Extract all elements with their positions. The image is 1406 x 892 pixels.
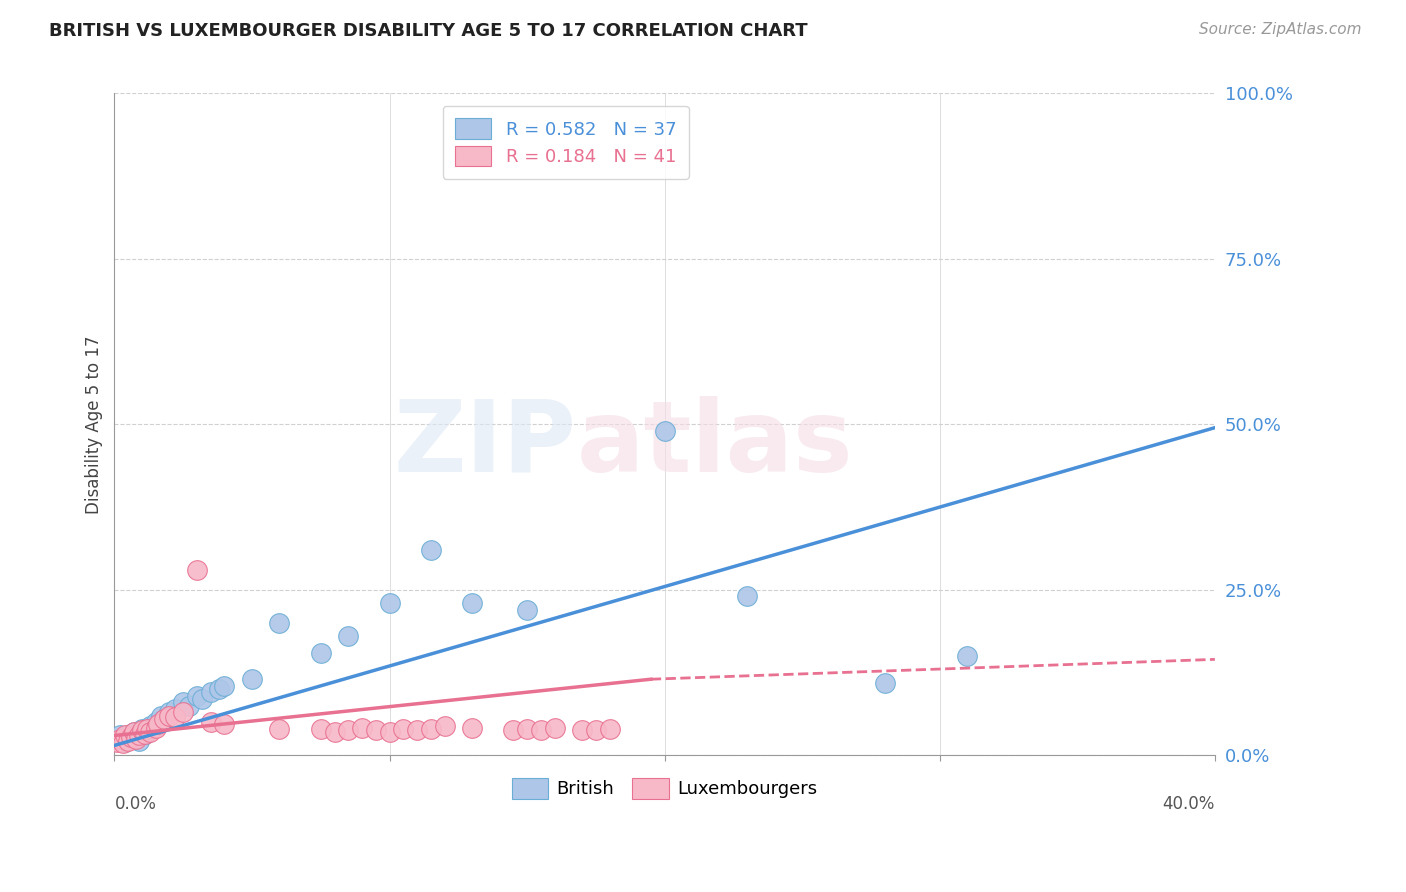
Point [200, 715, 222, 730]
Point [392, 722, 415, 736]
Point [120, 731, 142, 746]
Point [148, 716, 170, 731]
Point [159, 706, 181, 720]
Text: 0.0%: 0.0% [114, 795, 156, 814]
Point [125, 730, 148, 744]
Point [406, 723, 429, 738]
Point [269, 615, 291, 630]
Point [516, 722, 538, 736]
Point [117, 733, 139, 747]
Point [433, 718, 456, 732]
Legend: British, Luxembourgers: British, Luxembourgers [505, 771, 825, 805]
Point [378, 596, 401, 610]
Point [186, 689, 208, 703]
Point [516, 603, 538, 617]
Point [873, 675, 896, 690]
Point [200, 685, 222, 699]
Point [131, 722, 153, 736]
Y-axis label: Disability Age 5 to 17: Disability Age 5 to 17 [86, 335, 103, 514]
Text: 40.0%: 40.0% [1163, 795, 1215, 814]
Point [214, 679, 236, 693]
Point [585, 723, 607, 738]
Point [337, 723, 360, 738]
Point [191, 692, 214, 706]
Point [419, 543, 441, 558]
Point [153, 712, 176, 726]
Point [159, 708, 181, 723]
Point [105, 735, 128, 749]
Point [530, 723, 553, 738]
Point [114, 735, 136, 749]
Point [139, 718, 162, 732]
Point [145, 715, 167, 730]
Point [599, 722, 621, 736]
Point [240, 672, 263, 686]
Point [120, 730, 142, 744]
Point [956, 648, 979, 663]
Point [111, 736, 134, 750]
Point [136, 723, 159, 738]
Text: ZIP: ZIP [394, 396, 576, 492]
Point [654, 424, 676, 438]
Point [128, 729, 150, 743]
Point [350, 721, 373, 735]
Point [461, 596, 484, 610]
Point [114, 729, 136, 743]
Point [125, 731, 148, 746]
Point [128, 733, 150, 747]
Point [208, 682, 231, 697]
Point [309, 646, 332, 660]
Point [163, 702, 186, 716]
Text: BRITISH VS LUXEMBOURGER DISABILITY AGE 5 TO 17 CORRELATION CHART: BRITISH VS LUXEMBOURGER DISABILITY AGE 5… [49, 22, 808, 40]
Point [214, 716, 236, 731]
Point [122, 725, 145, 739]
Point [571, 723, 593, 738]
Point [136, 722, 159, 736]
Point [269, 722, 291, 736]
Point [117, 729, 139, 743]
Point [122, 725, 145, 739]
Point [111, 731, 134, 746]
Point [323, 725, 346, 739]
Point [735, 590, 758, 604]
Point [134, 727, 156, 741]
Text: Source: ZipAtlas.com: Source: ZipAtlas.com [1198, 22, 1361, 37]
Point [150, 708, 173, 723]
Point [177, 698, 200, 713]
Point [163, 710, 186, 724]
Point [145, 721, 167, 735]
Point [461, 721, 484, 735]
Point [543, 721, 565, 735]
Point [337, 629, 360, 643]
Point [378, 725, 401, 739]
Point [172, 706, 194, 720]
Point [108, 731, 131, 746]
Point [134, 727, 156, 741]
Point [108, 729, 131, 743]
Point [172, 695, 194, 709]
Point [186, 563, 208, 577]
Point [419, 722, 441, 736]
Point [131, 723, 153, 738]
Text: atlas: atlas [576, 396, 853, 492]
Point [139, 725, 162, 739]
Point [153, 712, 176, 726]
Point [309, 722, 332, 736]
Point [502, 723, 524, 738]
Point [364, 723, 387, 738]
